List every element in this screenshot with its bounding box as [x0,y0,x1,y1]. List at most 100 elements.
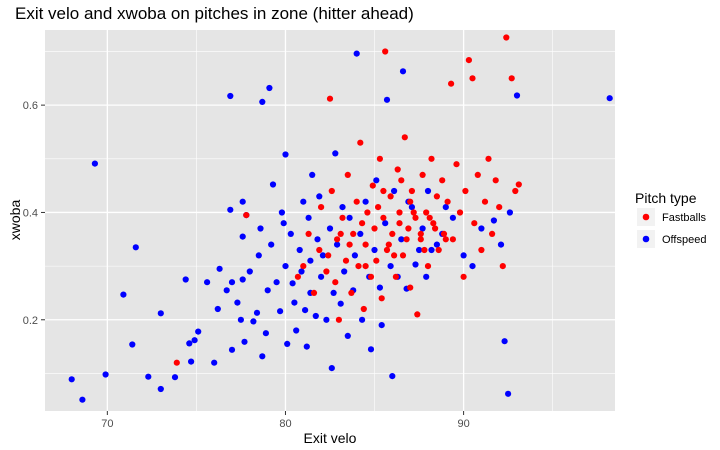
legend: Pitch type Fastballs Offspeed [635,190,707,248]
fastballs-point [417,230,424,237]
offspeed-point [195,328,202,335]
y-axis-title: xwoba [7,200,23,241]
offspeed-point [223,287,230,294]
offspeed-point [424,187,432,195]
offspeed-point [68,376,75,383]
fastballs-point [478,246,485,254]
offspeed-point [120,291,127,298]
x-axis-ticks: 70 80 90 [101,411,470,430]
fastballs-point [332,279,339,286]
fastballs-point [394,166,401,173]
offspeed-point [412,261,419,268]
offspeed-point [259,98,266,105]
offspeed-point [214,305,221,313]
major-gridlines [45,30,615,411]
offspeed-point [277,308,284,315]
offspeed-point [367,346,375,353]
fastballs-point [346,241,353,248]
offspeed-point [262,330,269,337]
offspeed-point [282,263,289,270]
offspeed-point [241,338,248,345]
fastballs-point [421,246,428,254]
offspeed-point [337,300,344,307]
fastballs-point [474,171,481,178]
offspeed-point [257,225,264,232]
plot-panel [45,30,615,411]
fastballs-point [342,257,350,264]
fastballs-point [414,311,421,318]
fastballs-point [508,75,515,82]
offspeed-point [359,316,366,323]
offspeed-point [300,198,307,205]
offspeed-point [273,279,280,286]
fastballs-point [305,230,312,237]
fastballs-point [442,236,449,243]
offspeed-point [145,373,152,380]
offspeed-point [326,225,334,232]
offspeed-point [312,312,319,320]
fastballs-point [385,241,392,248]
fastballs-point [357,139,364,146]
fastballs-point [410,209,417,216]
fastballs-point [401,134,408,141]
fastballs-point [481,198,489,205]
fastballs-point [380,214,387,221]
fastballs-point [435,246,442,254]
offspeed-point [328,365,335,372]
legend-title: Pitch type [635,190,697,206]
offspeed-point [449,214,456,221]
fastballs-point [396,220,403,227]
offspeed-point [264,287,271,294]
offspeed-point [419,225,426,232]
offspeed-point [284,340,291,347]
fastballs-point [339,214,346,221]
fastballs-point [364,209,371,216]
fastballs-point [362,241,369,248]
fastballs-point [335,316,342,323]
offspeed-point [211,359,218,366]
fastballs-point [350,230,357,237]
offspeed-point [383,96,391,103]
fastballs-point [439,177,446,184]
offspeed-point [303,343,310,350]
offspeed-point [298,268,305,275]
fastballs-point [323,268,330,275]
fastballs-point [408,187,415,195]
fastballs-point [398,177,405,184]
y-tick-label: 0.4 [23,207,38,219]
offspeed-point [323,316,330,323]
fastballs-point [417,236,424,243]
fastballs-point [396,209,403,216]
offspeed-point [382,220,389,227]
fastballs-point [173,359,180,366]
offspeed-point [293,327,300,334]
offspeed-point [287,230,294,237]
offspeed-point [129,341,136,348]
offspeed-point [408,204,415,211]
offspeed-point [353,50,360,57]
fastballs-point [318,204,325,211]
offspeed-point [490,217,497,224]
x-tick-label: 90 [457,418,469,430]
fastballs-point [325,252,332,259]
offspeed-point [332,150,339,157]
fastballs-point [387,193,394,200]
minor-gridlines [45,30,615,411]
offspeed-point [250,318,257,325]
offspeed-point [302,307,309,314]
offspeed-point [171,374,179,381]
fastballs-point [294,273,301,280]
offspeed-point [79,396,86,403]
offspeed-point [469,263,476,270]
fastballs-point [367,273,375,280]
offspeed-point [268,241,275,248]
fastballs-point [449,236,456,243]
offspeed-point [157,385,164,393]
legend-dot-offspeed [642,235,650,243]
offspeed-point [204,279,211,286]
offspeed-point [399,68,407,75]
offspeed-point [253,309,261,316]
offspeed-point [341,268,348,275]
offspeed-point [182,276,189,283]
